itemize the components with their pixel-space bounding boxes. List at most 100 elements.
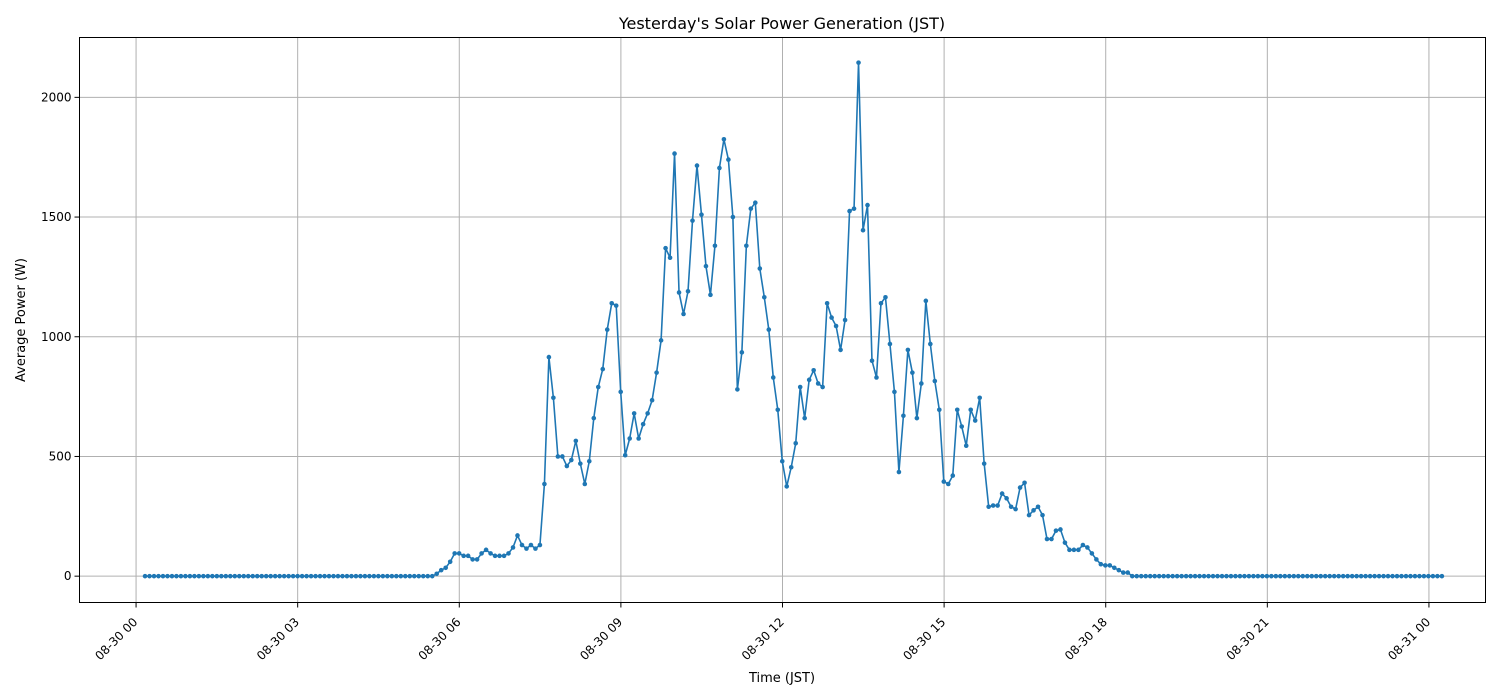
data-point <box>1215 573 1220 579</box>
data-point <box>371 573 377 579</box>
data-point <box>784 484 790 489</box>
data-point <box>860 227 866 233</box>
data-point <box>479 551 484 556</box>
data-point <box>201 573 206 579</box>
data-point <box>1322 573 1328 579</box>
data-point <box>1435 573 1440 579</box>
data-point <box>1219 573 1225 579</box>
data-point <box>160 573 166 579</box>
data-point <box>919 381 924 386</box>
data-point <box>874 375 879 380</box>
data-point <box>699 212 704 217</box>
data-point <box>959 424 965 429</box>
data-point <box>703 263 709 269</box>
data-point <box>344 573 350 579</box>
data-point <box>923 298 929 304</box>
data-point <box>147 573 152 579</box>
data-point <box>1408 573 1413 579</box>
data-point <box>488 551 493 556</box>
data-point <box>1390 573 1395 579</box>
grid-lines <box>79 37 1486 603</box>
data-point <box>510 545 516 550</box>
data-point <box>932 378 938 384</box>
data-point <box>730 214 736 220</box>
data-point <box>1026 512 1032 518</box>
data-point <box>622 452 628 458</box>
data-point <box>658 338 664 343</box>
data-point <box>1385 573 1391 579</box>
data-point <box>461 553 466 559</box>
data-point <box>353 573 359 579</box>
data-point <box>308 573 314 579</box>
data-point <box>1031 508 1036 513</box>
data-point <box>708 292 713 298</box>
data-point <box>914 415 920 421</box>
y-tick-label: 0 <box>64 569 72 583</box>
data-point <box>775 407 781 413</box>
data-point <box>986 504 991 510</box>
data-point <box>838 347 843 353</box>
data-point <box>1179 573 1184 579</box>
data-point <box>524 546 529 551</box>
data-point <box>595 384 601 390</box>
data-point <box>824 300 830 306</box>
data-point <box>820 384 825 390</box>
data-point <box>739 350 745 355</box>
data-point <box>259 573 265 579</box>
data-point <box>1017 485 1023 490</box>
data-point <box>1165 573 1171 579</box>
data-point <box>1237 573 1243 579</box>
data-point <box>631 411 637 416</box>
data-point <box>358 573 363 579</box>
data-point <box>878 300 884 306</box>
data-point <box>232 573 238 579</box>
data-point <box>272 573 278 579</box>
data-point <box>1183 573 1189 579</box>
data-point <box>434 571 440 577</box>
data-point <box>506 551 511 556</box>
data-point <box>954 407 960 413</box>
data-point <box>1197 573 1202 579</box>
data-point <box>546 354 552 360</box>
data-point <box>1251 573 1256 579</box>
data-point <box>205 573 211 579</box>
data-point <box>1174 573 1180 579</box>
data-point <box>968 407 974 413</box>
x-tick-label: 08-30 03 <box>254 615 302 663</box>
data-point <box>268 573 273 579</box>
data-point <box>214 573 220 579</box>
data-point <box>1421 573 1427 579</box>
data-point <box>645 411 650 416</box>
data-point <box>317 573 323 579</box>
data-point <box>1076 547 1081 553</box>
data-point <box>1013 506 1018 512</box>
data-point <box>151 573 157 579</box>
data-point <box>394 573 399 579</box>
y-axis-label: Average Power (W) <box>14 258 29 382</box>
data-point <box>627 436 632 441</box>
data-point <box>600 366 606 372</box>
data-point <box>483 547 489 553</box>
data-point <box>981 461 987 466</box>
data-point <box>1040 512 1045 518</box>
data-point <box>1269 573 1274 579</box>
data-point <box>753 200 758 205</box>
data-point <box>1327 573 1332 579</box>
data-point <box>515 533 520 538</box>
data-point <box>1120 570 1126 575</box>
data-point <box>1044 536 1050 542</box>
data-point <box>196 573 202 579</box>
data-point <box>856 60 861 65</box>
data-point <box>376 573 381 579</box>
series-power <box>142 60 1445 579</box>
data-point <box>1372 573 1377 579</box>
data-point <box>322 573 327 579</box>
series-line <box>145 61 1442 577</box>
data-point <box>1058 527 1063 532</box>
data-point <box>1278 573 1283 579</box>
x-tick-label: 08-30 06 <box>416 615 464 663</box>
data-point <box>1246 573 1252 579</box>
data-point <box>1260 573 1265 579</box>
data-point <box>1381 573 1386 579</box>
